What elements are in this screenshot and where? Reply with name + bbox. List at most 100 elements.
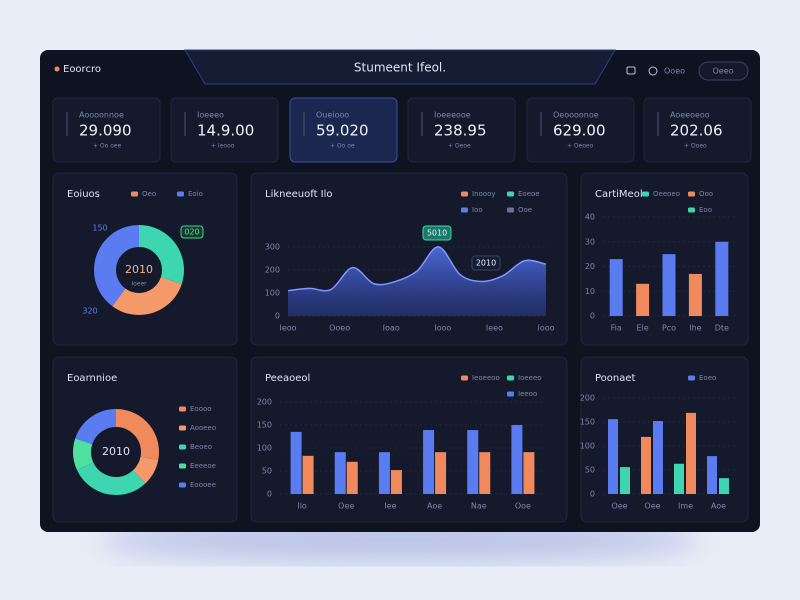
bar bbox=[636, 283, 650, 316]
legend-swatch bbox=[179, 463, 186, 469]
kpi-card bbox=[407, 97, 516, 163]
kpi-card bbox=[643, 97, 752, 163]
kpi-card bbox=[170, 97, 279, 163]
panel-title: Peeaoeol bbox=[265, 373, 310, 384]
bar bbox=[608, 419, 618, 494]
y-tick-label: 50 bbox=[262, 467, 272, 476]
kpi-note: + Oo oe bbox=[330, 143, 355, 150]
y-tick-label: 200 bbox=[265, 265, 280, 274]
button-label[interactable]: Oeeo bbox=[712, 67, 733, 76]
x-tick-label: Oee bbox=[611, 502, 627, 511]
icon[interactable] bbox=[626, 66, 636, 75]
x-tick-label: Iooo bbox=[537, 324, 554, 333]
y-tick-label: 100 bbox=[257, 444, 272, 453]
y-tick-label: 20 bbox=[585, 262, 595, 271]
donut-sub: Ioeer bbox=[131, 281, 147, 288]
bar bbox=[653, 421, 663, 494]
donut-segment bbox=[73, 409, 159, 495]
legend-swatch bbox=[461, 207, 468, 213]
legend-swatch bbox=[131, 191, 138, 197]
kpi-label: Aoeeoeoo bbox=[670, 111, 710, 120]
icon[interactable] bbox=[648, 66, 658, 76]
x-tick-label: Ieoo bbox=[279, 324, 296, 333]
donut-segment bbox=[94, 225, 184, 315]
x-tick-label: Iooo bbox=[434, 324, 451, 333]
bar bbox=[334, 452, 346, 494]
legend-label: Eoeoe bbox=[518, 190, 540, 198]
badge bbox=[422, 225, 452, 241]
x-tick-label: Ime bbox=[678, 502, 693, 511]
legend-swatch bbox=[642, 191, 649, 197]
bar bbox=[609, 259, 623, 316]
legend-label: Ioo bbox=[472, 206, 483, 214]
menu[interactable]: Ooeo bbox=[664, 67, 685, 76]
legend-label: Eoooee bbox=[190, 481, 216, 489]
kpi-note: + Oeoeo bbox=[567, 143, 594, 150]
x-tick-label: Oee bbox=[644, 502, 660, 511]
bar bbox=[719, 478, 729, 494]
legend-label: Eoo bbox=[699, 206, 712, 214]
area bbox=[288, 246, 546, 316]
y-tick-label: 300 bbox=[265, 242, 280, 251]
kpi-note: + Oo oee bbox=[93, 143, 122, 150]
legend-label: Ooe bbox=[518, 206, 532, 214]
legend-label: Oeeoeo bbox=[653, 190, 680, 198]
y-tick-label: 100 bbox=[580, 442, 595, 451]
donut-center: 2010 bbox=[125, 263, 153, 276]
y-tick-label: 0 bbox=[267, 490, 272, 499]
kpi-value: 14.9.00 bbox=[197, 122, 254, 140]
annotation: 320 bbox=[82, 307, 97, 316]
legend-swatch bbox=[177, 191, 184, 197]
x-tick-label: Ooeo bbox=[329, 324, 350, 333]
panel bbox=[52, 172, 238, 346]
panel-title: Poonaet bbox=[595, 373, 636, 384]
y-tick-label: 40 bbox=[585, 213, 595, 222]
y-tick-label: 200 bbox=[257, 398, 272, 407]
kpi-value: 29.090 bbox=[79, 122, 132, 140]
kpi-note: + Ieooo bbox=[211, 143, 235, 150]
y-tick-label: 150 bbox=[257, 421, 272, 430]
y-tick-label: 0 bbox=[590, 490, 595, 499]
bar bbox=[467, 430, 479, 494]
panel-title: Eoarnnioe bbox=[67, 373, 117, 384]
x-tick-label: Ieeo bbox=[486, 324, 503, 333]
bar bbox=[707, 456, 717, 494]
bar bbox=[302, 455, 314, 494]
bar bbox=[435, 452, 447, 494]
legend-label: Eoeo bbox=[699, 374, 716, 382]
kpi-label: Oueiooo bbox=[316, 111, 349, 120]
kpi-label: Aoooonnoe bbox=[79, 111, 124, 120]
donut-segment bbox=[73, 409, 159, 495]
legend-swatch bbox=[688, 375, 695, 381]
legend-swatch bbox=[179, 425, 186, 431]
legend-swatch bbox=[507, 207, 514, 213]
x-tick-label: Pco bbox=[662, 324, 676, 333]
x-tick-label: Aoe bbox=[427, 502, 442, 511]
donut-segment bbox=[94, 225, 184, 315]
x-tick-label: Ihe bbox=[689, 324, 701, 333]
x-tick-label: Oee bbox=[338, 502, 354, 511]
bar bbox=[662, 254, 676, 316]
button[interactable] bbox=[698, 61, 749, 81]
bar bbox=[620, 467, 630, 494]
legend-label: Eoooo bbox=[190, 405, 212, 413]
kpi-card bbox=[289, 97, 398, 163]
title-tab bbox=[184, 49, 616, 85]
bar bbox=[511, 425, 523, 494]
legend-swatch bbox=[688, 207, 695, 213]
kpi-note: + Oeoe bbox=[448, 143, 471, 150]
y-tick-label: 0 bbox=[590, 312, 595, 321]
y-tick-label: 0 bbox=[275, 312, 280, 321]
bar bbox=[641, 436, 651, 494]
x-tick-label: Ooe bbox=[515, 502, 531, 511]
annotation: 2010 bbox=[476, 259, 496, 268]
kpi-label: Oeoooonoe bbox=[553, 111, 599, 120]
bar bbox=[423, 430, 435, 494]
x-tick-label: Ele bbox=[636, 324, 648, 333]
kpi-note: + Ooeo bbox=[684, 143, 707, 150]
badge bbox=[471, 255, 501, 271]
kpi-card bbox=[52, 97, 161, 163]
legend-swatch bbox=[461, 375, 468, 381]
brand-dot bbox=[54, 66, 60, 72]
